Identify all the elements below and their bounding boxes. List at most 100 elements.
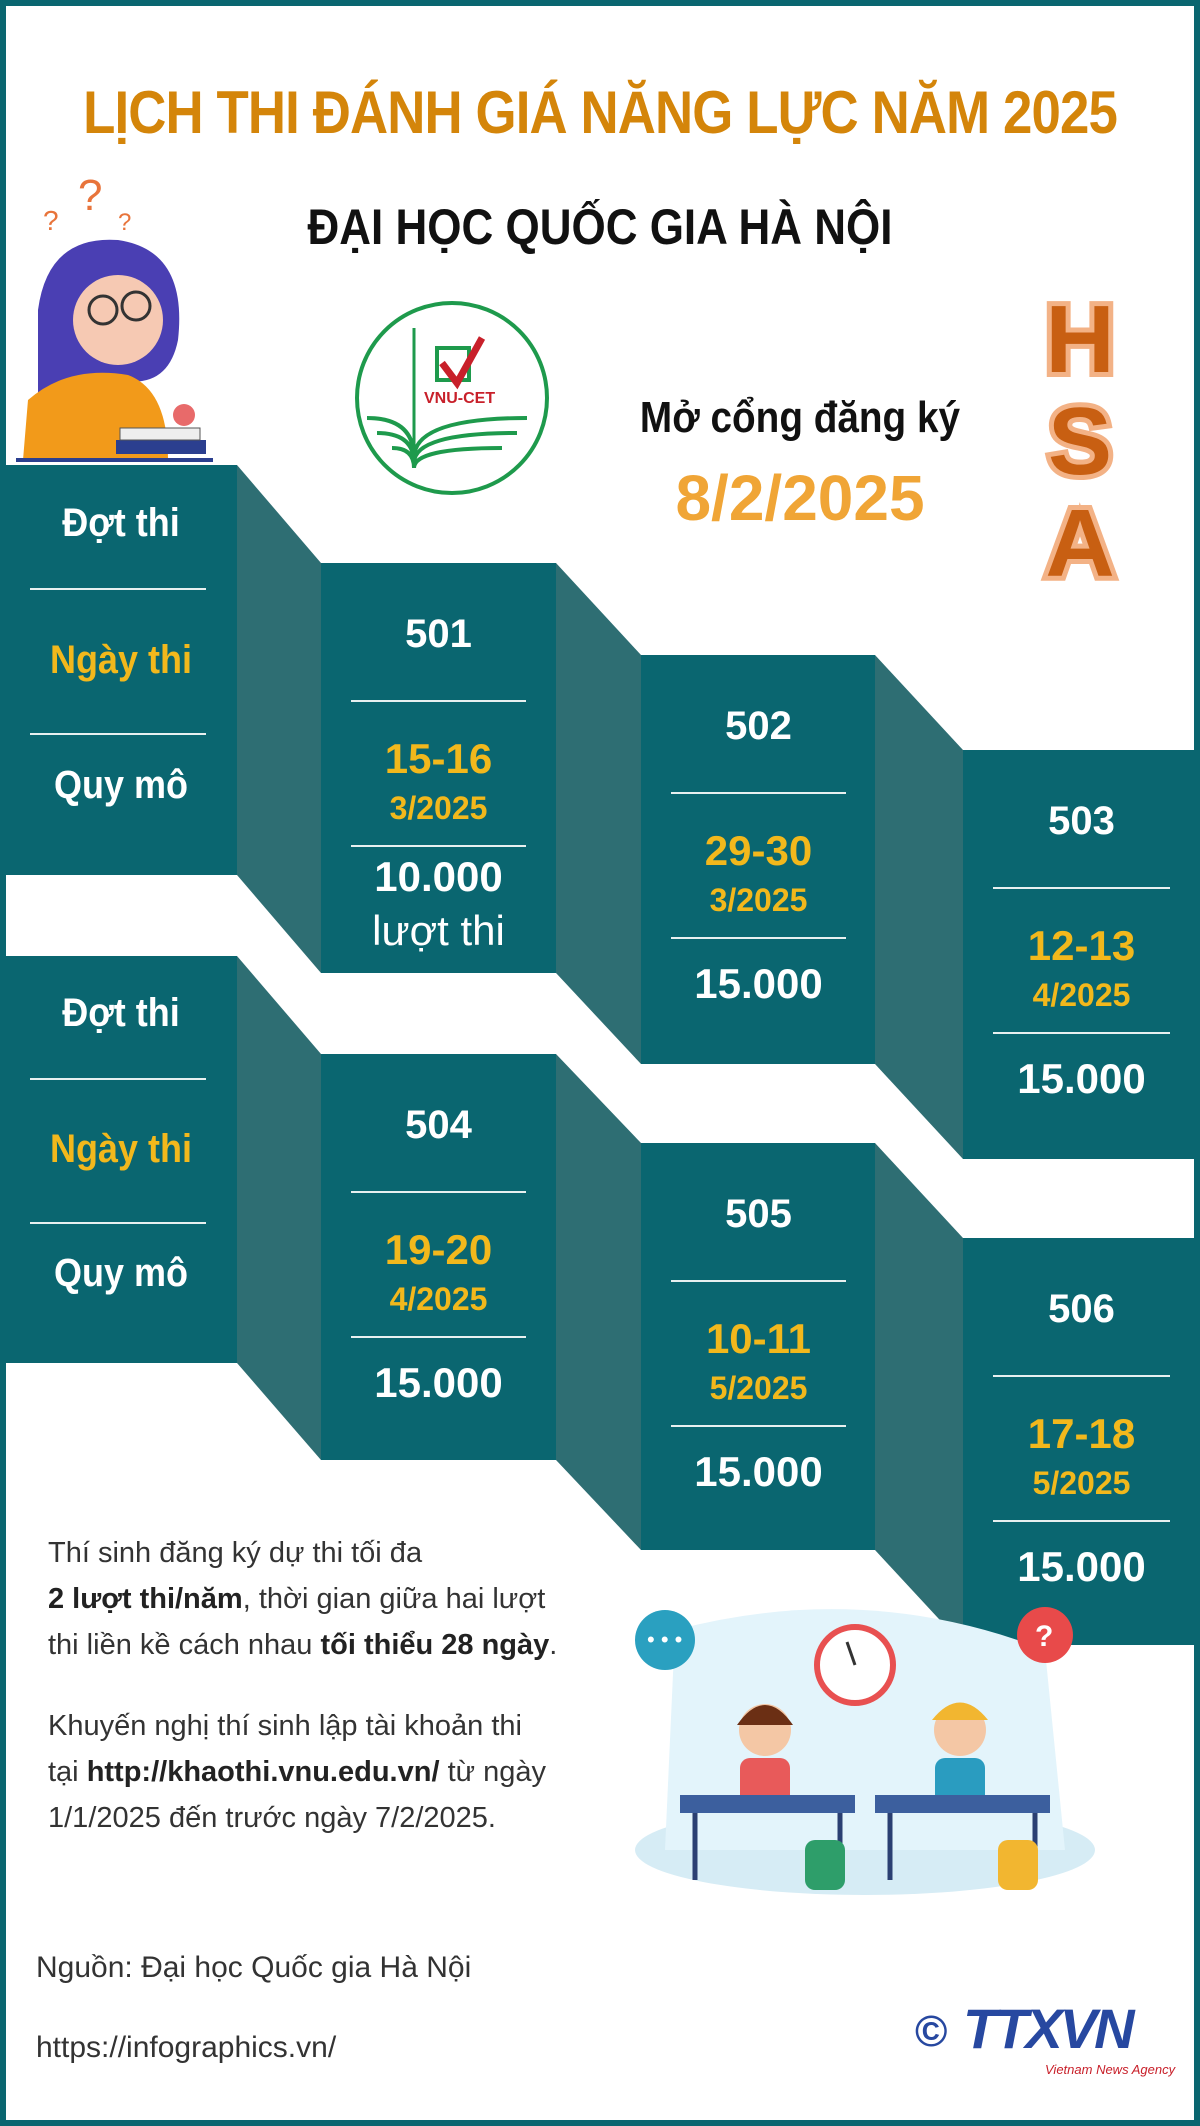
round-scale: 15.000 — [1017, 1543, 1146, 1590]
note-bold: 2 lượt thi/năm — [48, 1583, 243, 1615]
round-box — [321, 1054, 556, 1460]
divider — [351, 700, 526, 702]
round-month: 3/2025 — [709, 882, 808, 918]
ttxvn-subtitle: Vietnam News Agency — [1045, 2062, 1176, 2077]
divider — [671, 937, 846, 939]
round-501: 501 15-16 3/2025 10.000 lượt thi — [321, 563, 556, 973]
label-date: Ngày thi — [49, 1127, 193, 1171]
round-number: 504 — [405, 1103, 472, 1147]
round-scale: 10.000 — [374, 853, 503, 900]
round-month: 3/2025 — [389, 790, 488, 826]
backpack-icon — [998, 1840, 1038, 1890]
connector — [237, 956, 321, 1460]
source-text: Nguồn: Đại học Quốc gia Hà Nội — [36, 1951, 472, 1984]
round-number: 502 — [725, 704, 792, 748]
round-month: 5/2025 — [1032, 1465, 1131, 1501]
round-days: 12-13 — [1027, 922, 1136, 969]
svg-text:?: ? — [43, 205, 59, 236]
round-505: 505 10-11 5/2025 15.000 — [641, 1143, 876, 1553]
divider — [671, 792, 846, 794]
connector — [875, 1143, 963, 1645]
divider — [30, 1222, 206, 1224]
round-number: 503 — [1048, 799, 1115, 843]
ttxvn-logo: © TTXVN Vietnam News Agency — [915, 2000, 1180, 2090]
round-box — [963, 1238, 1200, 1645]
vnu-cet-logo-text: VNU-CET — [424, 390, 495, 407]
page-subtitle: ĐẠI HỌC QUỐC GIA HÀ NỘI — [307, 199, 893, 255]
hsa-letter-a: A — [1040, 490, 1119, 597]
schedule-shapes — [6, 465, 1200, 1645]
connector — [556, 1054, 641, 1550]
infographics-url[interactable]: https://infographics.vn/ — [36, 2031, 337, 2064]
round-month: 4/2025 — [1032, 977, 1131, 1013]
backpack-icon — [805, 1840, 845, 1890]
svg-text:?: ? — [78, 171, 102, 220]
round-506: 506 17-18 5/2025 15.000 — [963, 1238, 1200, 1648]
label-scale: Quy mô — [53, 763, 189, 807]
divider — [671, 1280, 846, 1282]
connector — [875, 655, 963, 1159]
round-box — [321, 563, 556, 973]
svg-text:?: ? — [1035, 1620, 1053, 1653]
round-days: 17-18 — [1027, 1410, 1136, 1457]
round-days: 29-30 — [704, 827, 813, 874]
round-scale: 15.000 — [694, 960, 823, 1007]
note-text: từ ngày — [439, 1756, 546, 1788]
divider — [993, 1032, 1170, 1034]
label-scale: Quy mô — [53, 1251, 189, 1295]
label-panel — [6, 956, 237, 1363]
khaothi-link[interactable]: http://khaothi.vnu.edu.vn/ — [86, 1756, 440, 1788]
vnu-cet-logo: VNU-CET — [355, 301, 549, 495]
question-bubble-icon — [1017, 1607, 1073, 1663]
round-days: 10-11 — [705, 1315, 812, 1362]
note-text: , thời gian giữa hai lượt — [242, 1583, 546, 1615]
note-text: . — [549, 1629, 558, 1661]
round-month: 5/2025 — [709, 1370, 808, 1406]
label-date: Ngày thi — [49, 638, 193, 682]
round-503: 503 12-13 4/2025 15.000 — [963, 750, 1200, 1160]
round-days: 19-20 — [384, 1226, 493, 1273]
note-text: Thí sinh đăng ký dự thi tối đa — [48, 1537, 423, 1569]
note-text: Khuyến nghị thí sinh lập tài khoản thi — [48, 1710, 522, 1742]
connector — [556, 563, 641, 1064]
registration-label: Mở cổng đăng ký — [639, 393, 961, 442]
round-month: 4/2025 — [389, 1281, 488, 1317]
divider — [30, 1078, 206, 1080]
round-scale: 15.000 — [1017, 1055, 1146, 1102]
divider — [993, 887, 1170, 889]
round-box — [963, 750, 1200, 1159]
divider — [351, 845, 526, 847]
note-text: 1/1/2025 đến trước ngày 7/2/2025. — [48, 1802, 496, 1834]
note-bold: tối thiểu 28 ngày — [320, 1629, 550, 1661]
round-days: 15-16 — [384, 735, 493, 782]
round-box — [641, 1143, 875, 1550]
round-scale: 15.000 — [694, 1448, 823, 1495]
divider — [30, 588, 206, 590]
note-text: thi liền kề cách nhau — [48, 1629, 321, 1661]
ttxvn-wordmark: TTXVN — [963, 1997, 1135, 2060]
note-text: tại — [48, 1756, 87, 1788]
divider — [351, 1191, 526, 1193]
round-scale: 15.000 — [374, 1359, 503, 1406]
round-scale-unit: lượt thi — [372, 907, 505, 954]
round-number: 505 — [725, 1192, 792, 1236]
divider — [993, 1520, 1170, 1522]
note-account: Khuyến nghị thí sinh lập tài khoản thi t… — [48, 1703, 608, 1841]
label-round: Đợt thi — [62, 991, 180, 1035]
hsa-letter-h: H — [1040, 286, 1119, 393]
page-title: LỊCH THI ĐÁNH GIÁ NĂNG LỰC NĂM 2025 — [83, 79, 1118, 146]
thinking-girl-illustration: ? ? ? — [16, 171, 213, 462]
round-box — [641, 655, 875, 1064]
divider — [671, 1425, 846, 1427]
round-502: 502 29-30 3/2025 15.000 — [641, 655, 876, 1065]
note-exam-limit: Thí sinh đăng ký dự thi tối đa 2 lượt th… — [48, 1530, 608, 1668]
copyright-icon: © — [915, 2007, 948, 2056]
round-number: 501 — [405, 612, 472, 656]
divider — [993, 1375, 1170, 1377]
label-round: Đợt thi — [62, 501, 180, 545]
divider — [30, 733, 206, 735]
round-504: 504 19-20 4/2025 15.000 — [321, 1054, 556, 1464]
divider — [351, 1336, 526, 1338]
students-illustration: • • • ? — [635, 1607, 1095, 1895]
svg-text:?: ? — [118, 209, 131, 236]
